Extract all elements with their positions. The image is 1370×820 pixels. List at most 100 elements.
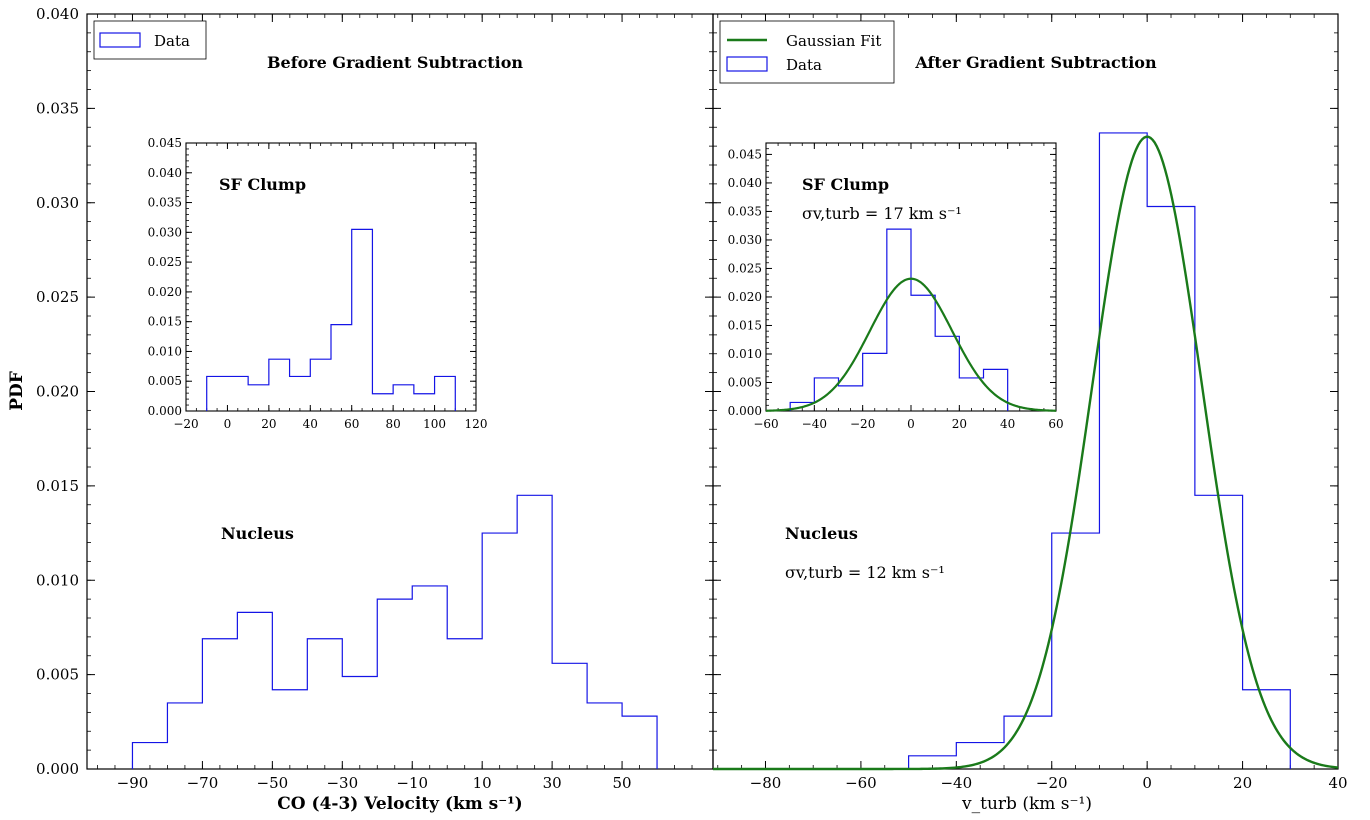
left-bin	[132, 743, 167, 769]
right-inset-y-tick-label: 0.045	[728, 147, 762, 161]
left-inset-bin	[269, 359, 290, 411]
right-inset-x-tick-label: −40	[802, 417, 827, 431]
left-histogram-outline	[131, 494, 658, 769]
left-inset-y-tick-label: 0.045	[148, 136, 182, 150]
left-ticks	[87, 13, 713, 770]
right-inset-x-tick-label: 40	[1000, 417, 1015, 431]
right-legend-data-swatch	[726, 56, 768, 72]
right-inset-x-tick-label: −60	[753, 417, 778, 431]
right-inset-bin	[863, 353, 887, 411]
left-inset-x-tick-label: 100	[423, 417, 446, 431]
left-inset-bin	[248, 385, 269, 411]
right-legend: Gaussian Fit Data	[719, 20, 895, 84]
right-inset-x-tick-label: 20	[952, 417, 967, 431]
right-bin	[1099, 133, 1147, 769]
left-inset-x-tick-label: 120	[465, 417, 488, 431]
left-inset-bin	[372, 394, 393, 411]
right-inset-y-tick-label: 0.025	[728, 261, 762, 275]
right-bin	[1004, 716, 1052, 769]
right-x-axis-label: v_turb (km s⁻¹)	[961, 794, 1092, 814]
left-data-histogram	[131, 494, 658, 769]
y-axis-label: PDF	[7, 371, 27, 411]
left-bin	[167, 703, 202, 769]
left-inset-x-tick-label: 20	[261, 417, 276, 431]
left-panel-title: Before Gradient Subtraction	[267, 53, 523, 72]
left-inset: 0.000 0.005 0.010 0.015 0.020 0.025 0.030 0.035…	[148, 136, 488, 431]
right-inset-y-tick-label: 0.035	[728, 204, 762, 218]
right-x-tick-label: 20	[1233, 774, 1252, 792]
left-inset-histogram	[206, 228, 456, 411]
right-inset-x-tick-label: −20	[850, 417, 875, 431]
right-bin	[1243, 690, 1291, 769]
left-inset-x-tick-label: 0	[224, 417, 232, 431]
left-y-tick-label: 0.015	[36, 477, 79, 495]
left-bin	[377, 599, 412, 769]
left-nucleus-label: Nucleus	[221, 524, 294, 543]
left-inset-y-tick-label: 0.010	[148, 344, 182, 358]
right-inset-ticks	[765, 142, 1057, 412]
left-bin	[482, 533, 517, 769]
left-y-tick-label: 0.035	[36, 99, 79, 117]
right-inset-y-tick-labels: 0.000 0.005 0.010 0.015 0.020 0.025 0.030 0.035…	[728, 147, 762, 418]
left-y-tick-label: 0.025	[36, 288, 79, 306]
left-y-tick-label: 0.005	[36, 666, 79, 684]
left-inset-y-tick-label: 0.040	[148, 166, 182, 180]
right-bin	[1052, 533, 1100, 769]
right-x-tick-label: 0	[1142, 774, 1152, 792]
left-legend-data-swatch	[99, 32, 141, 48]
left-inset-x-tick-label: 40	[303, 417, 318, 431]
left-bin	[272, 690, 307, 769]
left-inset-y-tick-label: 0.015	[148, 315, 182, 329]
left-inset-title: SF Clump	[219, 175, 306, 194]
left-y-tick-label: 0.020	[36, 383, 79, 401]
right-bin	[956, 743, 1004, 769]
left-bin	[447, 639, 482, 769]
left-inset-y-tick-label: 0.035	[148, 196, 182, 210]
left-inset-bin	[290, 376, 311, 411]
right-nucleus-label: Nucleus	[785, 524, 858, 543]
right-inset-bin	[887, 229, 911, 411]
left-bin	[622, 716, 657, 769]
left-inset-bin	[227, 376, 248, 411]
left-y-tick-label: 0.010	[36, 571, 79, 589]
right-inset-y-tick-label: 0.005	[728, 375, 762, 389]
left-inset-y-tick-label: 0.030	[148, 225, 182, 239]
left-panel: 0.000 0.005 0.010 0.015 0.020 0.025 0.030 0.035…	[7, 5, 714, 814]
left-bin	[552, 663, 587, 769]
left-x-tick-label: 30	[543, 774, 562, 792]
left-x-tick-label: −10	[396, 774, 428, 792]
left-inset-bin	[393, 385, 414, 411]
left-inset-x-tick-label: −20	[173, 417, 198, 431]
left-inset-x-tick-labels: −20 0 20 40 60 80 100 120	[173, 417, 487, 431]
right-inset-title: SF Clump	[802, 175, 889, 194]
right-panel: −80 −60 −40 −20 0 20 40 v_turb (km s⁻¹) After …	[712, 13, 1348, 814]
left-bin	[412, 586, 447, 769]
right-x-tick-label: −40	[940, 774, 972, 792]
left-y-tick-labels: 0.000 0.005 0.010 0.015 0.020 0.025 0.030 0.035…	[36, 5, 79, 778]
right-inset-bin	[984, 369, 1008, 411]
right-legend-fit-label: Gaussian Fit	[786, 32, 881, 50]
right-inset-bin	[911, 295, 935, 411]
right-inset-x-tick-label: 0	[907, 417, 915, 431]
left-inset-bin	[435, 376, 456, 411]
left-y-tick-label: 0.000	[36, 760, 79, 778]
right-inset-bin	[935, 336, 959, 411]
left-bin	[587, 703, 622, 769]
right-x-tick-label: −20	[1036, 774, 1068, 792]
left-x-tick-label: 50	[613, 774, 632, 792]
left-inset-x-tick-label: 80	[386, 417, 401, 431]
left-x-axis-label: CO (4-3) Velocity (km s⁻¹)	[277, 794, 522, 814]
left-inset-y-tick-label: 0.020	[148, 285, 182, 299]
left-bin	[307, 639, 342, 769]
right-gaussian-fit-line	[713, 135, 1339, 771]
left-inset-y-tick-labels: 0.000 0.005 0.010 0.015 0.020 0.025 0.030 0.035…	[148, 136, 182, 418]
left-x-tick-label: 10	[473, 774, 492, 792]
right-x-tick-label: −60	[845, 774, 877, 792]
left-inset-y-tick-label: 0.000	[148, 404, 182, 418]
left-inset-y-tick-label: 0.025	[148, 255, 182, 269]
left-x-tick-label: −50	[257, 774, 289, 792]
left-bin	[202, 639, 237, 769]
right-inset-sigma-label: σv,turb = 17 km s⁻¹	[802, 204, 962, 223]
left-x-tick-label: −70	[187, 774, 219, 792]
right-x-tick-label: 40	[1328, 774, 1347, 792]
